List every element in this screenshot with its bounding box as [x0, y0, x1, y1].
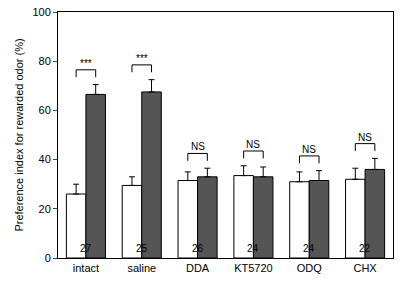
svg-text:100: 100	[32, 6, 50, 18]
svg-text:NS: NS	[302, 144, 316, 155]
svg-text:saline: saline	[127, 262, 156, 274]
svg-text:KT5720: KT5720	[234, 262, 273, 274]
svg-text:NS: NS	[191, 141, 205, 152]
svg-text:26: 26	[192, 243, 204, 254]
svg-text:24: 24	[247, 243, 259, 254]
svg-text:27: 27	[80, 243, 92, 254]
svg-text:25: 25	[136, 243, 148, 254]
svg-text:***: ***	[136, 53, 148, 64]
svg-text:DDA: DDA	[186, 262, 210, 274]
svg-text:NS: NS	[246, 139, 260, 150]
svg-text:60: 60	[39, 104, 51, 116]
svg-text:22: 22	[359, 243, 371, 254]
svg-text:80: 80	[39, 55, 51, 67]
svg-text:CHX: CHX	[353, 262, 377, 274]
svg-text:40: 40	[39, 153, 51, 165]
svg-text:20: 20	[39, 203, 51, 215]
svg-text:intact: intact	[73, 262, 99, 274]
svg-text:NS: NS	[358, 132, 372, 143]
svg-text:0: 0	[45, 252, 51, 264]
svg-text:ODQ: ODQ	[297, 262, 323, 274]
svg-text:***: ***	[80, 58, 92, 69]
svg-text:Preference index for rewarded: Preference index for rewarded odor (%)	[13, 38, 25, 231]
svg-text:24: 24	[303, 243, 315, 254]
